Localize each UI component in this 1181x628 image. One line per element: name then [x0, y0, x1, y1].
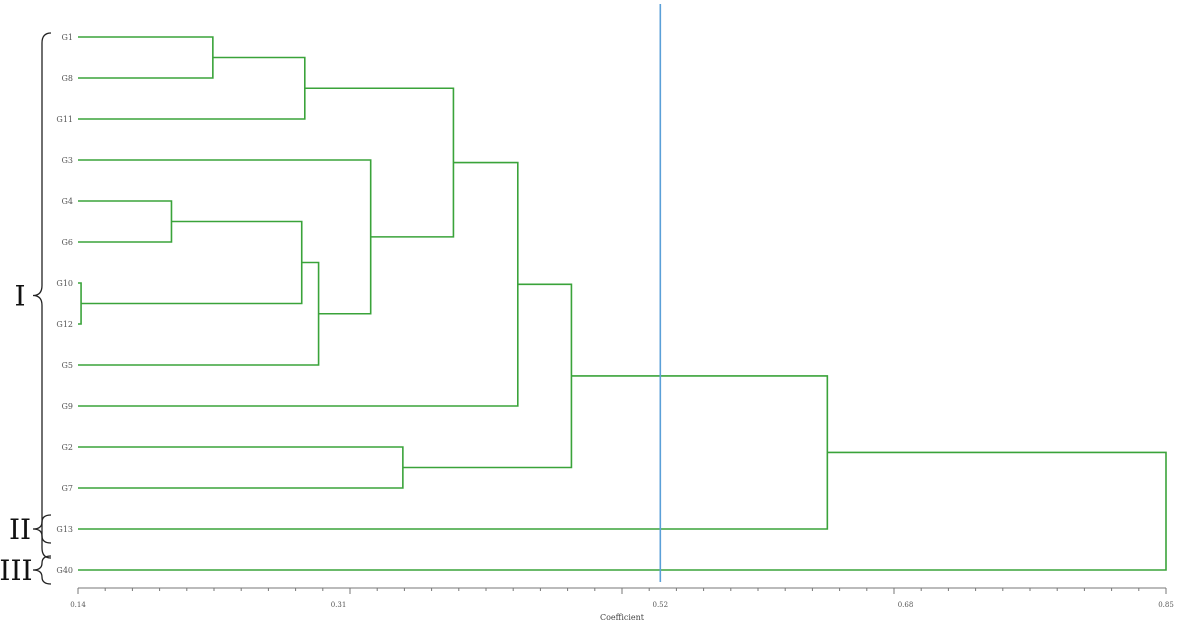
- tick-label: 0.14: [70, 601, 86, 609]
- dendrogram-branch: [81, 220, 303, 305]
- dendrogram-branch: [402, 283, 573, 469]
- dendrogram-branch: [78, 159, 372, 315]
- x-axis: 0.14 0.31 0.52 0.68 0.85: [70, 587, 1174, 609]
- dendrogram-branch: [78, 56, 306, 120]
- group-brace: [32, 514, 52, 544]
- dendrogram-branch: [304, 87, 455, 238]
- group-label: III: [0, 554, 33, 587]
- group-label: II: [9, 513, 31, 546]
- dendrogram-branches: [78, 36, 1167, 571]
- dendrogram-branch: [78, 36, 214, 79]
- leaf-label: G5: [62, 361, 73, 370]
- leaf-labels: G1 G8 G11 G3 G4 G6 G10 G12 G5 G9 G2 G7 G13 G40: [56, 33, 73, 575]
- dendrogram-branch: [78, 200, 173, 243]
- leaf-label: G10: [56, 279, 73, 288]
- x-axis-title: Coefficient: [600, 613, 645, 622]
- dendrogram-branch: [78, 375, 829, 530]
- tick-label: 0.52: [653, 601, 669, 609]
- leaf-label: G3: [62, 156, 73, 165]
- leaf-label: G13: [56, 525, 73, 534]
- dendrogram-branch: [78, 282, 82, 325]
- dendrogram-branch: [78, 261, 320, 366]
- leaf-label: G12: [56, 320, 73, 329]
- dendrogram-branch: [78, 446, 404, 489]
- leaf-label: G6: [62, 238, 73, 247]
- group-brace: [32, 555, 52, 585]
- dendrogram-branch: [78, 161, 519, 407]
- dendrogram-branch: [78, 451, 1167, 571]
- leaf-label: G2: [62, 443, 73, 452]
- tick-label: 0.31: [331, 601, 347, 609]
- tick-label: 0.85: [1158, 601, 1174, 609]
- leaf-label: G11: [56, 115, 73, 124]
- leaf-label: G7: [62, 484, 73, 493]
- leaf-label: G1: [62, 33, 73, 42]
- leaf-label: G8: [62, 74, 73, 83]
- leaf-label: G9: [62, 402, 73, 411]
- group-brace: [32, 32, 52, 559]
- group-label: I: [14, 280, 25, 313]
- leaf-label: G40: [56, 566, 73, 575]
- leaf-label: G4: [62, 197, 73, 206]
- tick-label: 0.68: [898, 601, 914, 609]
